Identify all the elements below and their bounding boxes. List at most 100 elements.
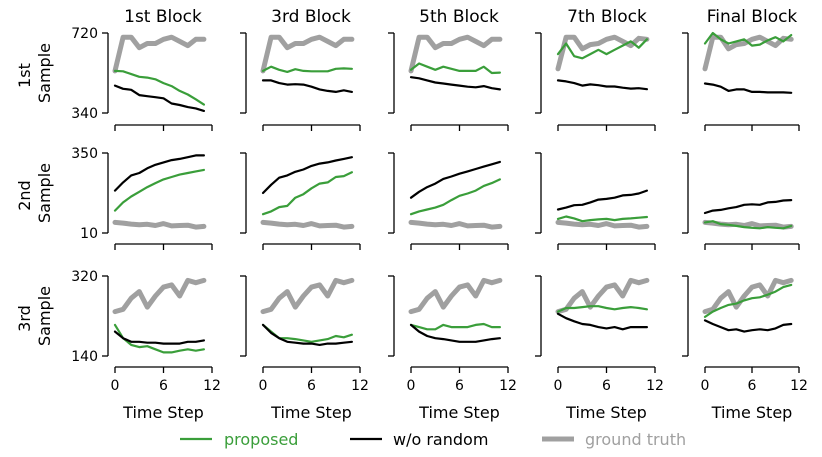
panel-r3-c4: 0 6 12 Time Step <box>535 275 664 422</box>
row-label-3-line-2: Sample <box>35 286 54 346</box>
series-wo-random <box>261 323 353 346</box>
row-label-3: 3rd Sample <box>15 286 54 346</box>
column-title-3: 5th Block <box>419 7 499 27</box>
row-label-1: 1st Sample <box>15 43 54 103</box>
x-axis-label: Time Step <box>711 403 793 422</box>
x-tick-label: 6 <box>748 378 757 394</box>
panel-r3-c3: 0 6 12 Time Step <box>388 275 517 422</box>
series-proposed <box>409 178 501 216</box>
series-ground-truth <box>555 219 650 230</box>
series-wo-random <box>556 79 649 91</box>
x-tick-label: 12 <box>499 378 517 394</box>
x-tick-label: 6 <box>159 378 168 394</box>
series-wo-random <box>113 154 205 192</box>
series-ground-truth <box>408 219 503 230</box>
series-proposed <box>113 323 205 354</box>
row-label-2: 2nd Sample <box>15 163 54 223</box>
y-tick-label: 10 <box>80 226 98 242</box>
row-label-2-line-1: 2nd <box>15 180 34 210</box>
column-title-1: 1st Block <box>124 7 202 27</box>
legend-label-ground-truth: ground truth <box>585 430 686 449</box>
panel-r1-c2 <box>240 32 361 131</box>
series-wo-random <box>409 160 501 199</box>
row-label-1-line-1: 1st <box>15 63 34 88</box>
x-tick-label: 12 <box>646 378 664 394</box>
series-ground-truth <box>260 277 355 315</box>
series-proposed <box>113 168 205 212</box>
series-wo-random <box>556 312 649 331</box>
y-tick-label: 720 <box>71 26 98 42</box>
panel-r1-c3 <box>388 32 509 131</box>
series-ground-truth <box>112 219 207 230</box>
series-proposed <box>556 38 649 60</box>
series-wo-random <box>113 84 205 113</box>
legend-label-wo-random: w/o random <box>393 430 488 449</box>
series-ground-truth <box>260 34 355 74</box>
row-label-1-line-2: Sample <box>35 43 54 103</box>
series-proposed <box>703 31 793 47</box>
series-proposed <box>261 323 353 343</box>
series-proposed <box>703 283 793 318</box>
series-wo-random <box>556 189 649 211</box>
x-tick-label: 0 <box>407 378 416 394</box>
y-tick-label: 140 <box>71 349 98 365</box>
series-proposed <box>261 171 353 216</box>
x-tick-label: 12 <box>790 378 808 394</box>
y-tick-label: 340 <box>71 106 98 122</box>
x-axis-label: Time Step <box>122 403 204 422</box>
series-ground-truth <box>408 34 503 74</box>
series-ground-truth <box>555 277 650 315</box>
x-tick-label: 0 <box>701 378 710 394</box>
panel-r3-c2: 0 6 12 Time Step <box>240 275 369 422</box>
series-proposed <box>409 322 501 331</box>
series-proposed <box>703 220 793 230</box>
row-labels: 1st Sample 2nd Sample 3rd Sample <box>15 43 54 346</box>
series-proposed <box>556 215 649 223</box>
panel-r1-c1: 720 340 <box>71 26 213 131</box>
panel-r3-c5: 0 6 12 Time Step <box>682 275 808 422</box>
panel-r3-c1: 320 140 0 6 12 Time Step <box>71 269 221 422</box>
series-proposed <box>556 305 649 313</box>
series-proposed <box>409 62 501 75</box>
column-title-2: 3rd Block <box>271 7 351 27</box>
panel-r2-c1: 350 10 <box>71 146 213 250</box>
x-axis-label: Time Step <box>270 403 352 422</box>
y-tick-label: 350 <box>71 146 98 162</box>
series-ground-truth <box>702 277 794 315</box>
x-tick-label: 6 <box>602 378 611 394</box>
column-titles: 1st Block 3rd Block 5th Block 7th Block … <box>124 7 797 27</box>
x-tick-label: 0 <box>259 378 268 394</box>
x-tick-label: 6 <box>307 378 316 394</box>
series-wo-random <box>113 330 205 345</box>
series-wo-random <box>409 76 501 91</box>
row-label-3-line-1: 3rd <box>15 305 34 332</box>
series-wo-random <box>703 199 793 215</box>
x-tick-label: 0 <box>111 378 120 394</box>
legend-label-proposed: proposed <box>224 430 298 449</box>
panel-r2-c3 <box>388 152 509 250</box>
series-ground-truth <box>112 277 207 315</box>
series-ground-truth <box>112 34 207 74</box>
series-wo-random <box>261 156 353 195</box>
x-axis-label: Time Step <box>565 403 647 422</box>
panel-r2-c4 <box>535 152 656 250</box>
panel-r2-c5 <box>682 152 800 250</box>
panel-r2-c2 <box>240 152 361 250</box>
x-tick-label: 6 <box>455 378 464 394</box>
series-proposed <box>261 65 353 74</box>
series-wo-random <box>703 82 793 94</box>
x-tick-label: 0 <box>554 378 563 394</box>
series-ground-truth <box>408 277 503 315</box>
series-proposed <box>113 69 205 106</box>
x-tick-label: 12 <box>351 378 369 394</box>
panel-r1-c5 <box>682 31 800 131</box>
x-axis-label: Time Step <box>418 403 500 422</box>
x-tick-label: 12 <box>203 378 221 394</box>
series-wo-random <box>703 319 793 333</box>
series-ground-truth <box>260 219 355 230</box>
series-wo-random <box>261 79 353 94</box>
series-wo-random <box>409 323 501 343</box>
y-tick-label: 320 <box>71 269 98 285</box>
